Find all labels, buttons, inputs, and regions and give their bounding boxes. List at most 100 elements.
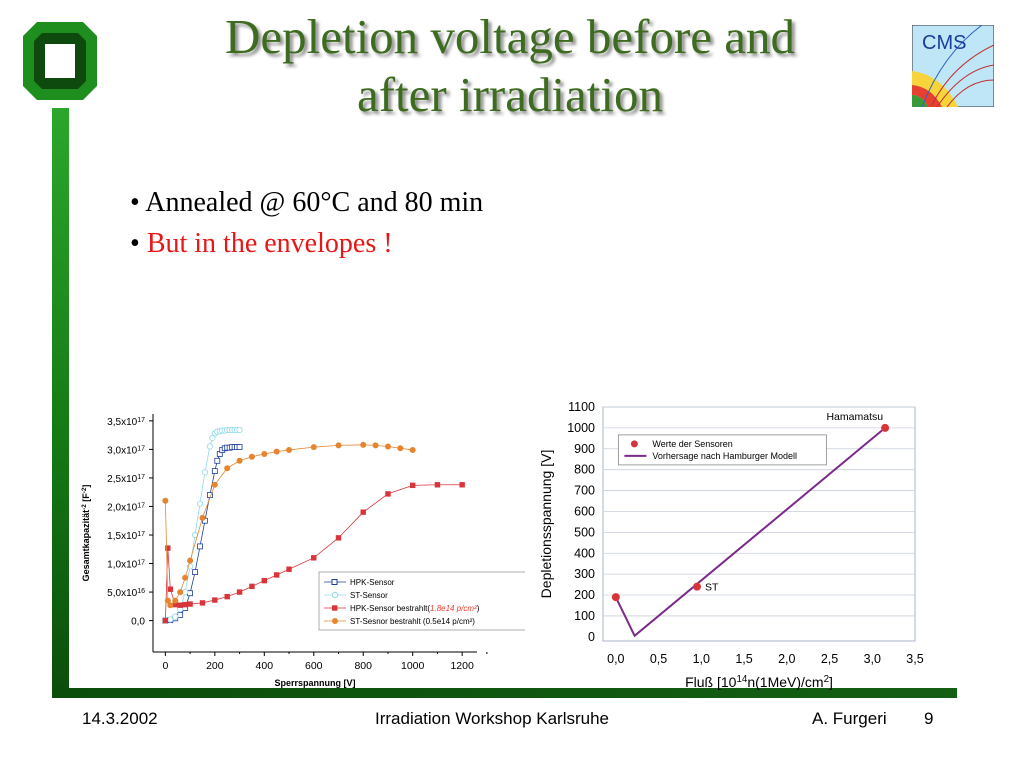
data-point: [409, 446, 416, 453]
x-axis-label: Sperrspannung [V]: [274, 678, 355, 688]
y-tick-label: 5,0x1016: [107, 588, 145, 600]
bottom-accent-bar: [52, 688, 957, 698]
series-line: [164, 444, 413, 606]
data-point: [192, 569, 198, 575]
data-point: [311, 555, 317, 561]
bullet-envelopes: • But in the envelopes !: [130, 223, 483, 264]
y-tick-label: 0,0: [131, 617, 145, 628]
y-tick-label: 1000: [567, 421, 595, 435]
data-point: [164, 597, 171, 604]
data-point: [249, 583, 255, 590]
legend-box: [617, 434, 827, 466]
bullet-annealed: • Annealed @ 60°C and 80 min: [130, 187, 484, 218]
data-point: [172, 597, 179, 604]
data-point: [434, 482, 441, 488]
legend-marker: [331, 591, 339, 599]
legend-marker: [332, 618, 338, 624]
data-point: [212, 597, 218, 603]
series-line: [165, 429, 240, 621]
left-accent-bar: [52, 108, 69, 698]
legend-label: ST-Sensor: [350, 591, 388, 600]
x-tick-label: 600: [305, 660, 323, 672]
y-tick-label: 800: [574, 463, 595, 477]
data-point: [177, 612, 184, 618]
data-point: [236, 589, 243, 595]
y-tick-label: 500: [574, 525, 595, 539]
x-tick-label: 1,0: [693, 652, 710, 666]
capacitance-chart: 0 200 400 600 800 1000 1200 0,0 5,0x1016 1,0x1017…: [81, 414, 525, 688]
x-tick-label: 400: [256, 660, 274, 672]
x-tick-label: 1200: [450, 660, 474, 672]
data-point: [165, 545, 171, 551]
y-tick-label: 3,5x1017: [107, 416, 145, 428]
y-tick-label: 100: [574, 609, 595, 623]
data-point: [182, 601, 188, 608]
x-tick-label: 2,0: [778, 652, 795, 666]
data-point: [187, 601, 193, 607]
y-tick-label: 1,5x1017: [107, 530, 145, 542]
data-point: [286, 446, 293, 453]
data-point: [384, 443, 391, 450]
data-point: [187, 557, 194, 564]
title-line-2: after irradiation: [356, 67, 664, 122]
sensor-point: [693, 582, 702, 591]
data-point: [187, 590, 193, 597]
data-point: [236, 426, 243, 434]
x-tick-label: 3,5: [906, 652, 923, 666]
data-point: [196, 500, 204, 507]
x-tick-label: 1000: [401, 660, 425, 672]
data-point: [211, 481, 218, 488]
legend-marker: [331, 579, 338, 585]
x-tick-label: 0,0: [607, 652, 624, 666]
depletion-chart: 0 100 200 300 400 500 600 700 800 900 1000 1100 0,0 0…: [538, 400, 924, 690]
data-point: [335, 535, 342, 541]
data-point: [167, 586, 174, 592]
y-tick-label: 400: [574, 546, 595, 560]
data-point: [236, 444, 243, 451]
x-tick-label: 0: [162, 660, 168, 672]
data-point: [397, 445, 404, 452]
data-point: [206, 443, 213, 450]
data-point: [211, 468, 218, 474]
data-point: [201, 469, 209, 476]
data-point: [261, 577, 267, 584]
data-point: [261, 450, 268, 457]
y-tick-label: 3,0x1017: [107, 445, 145, 457]
data-point: [177, 589, 184, 596]
data-point: [182, 588, 189, 596]
data-point: [273, 448, 280, 455]
bullet-envelopes-text: But in the envelopes !: [146, 228, 393, 259]
y-tick-label: 1100: [568, 400, 595, 414]
data-point: [360, 509, 366, 515]
y-axis-label: Gesamtkapazität-2 [F-2]: [81, 485, 92, 582]
data-point: [385, 491, 391, 497]
data-point: [248, 453, 255, 460]
cms-logo-text: CMS: [922, 32, 966, 54]
data-point: [172, 613, 179, 620]
y-tick-label: 900: [574, 442, 595, 456]
data-point: [214, 457, 221, 464]
y-tick-label: 600: [574, 504, 595, 518]
x-tick-label: 0,5: [650, 652, 667, 666]
legend-label: Werte der Sensoren: [652, 439, 732, 449]
y-tick-label: 2,0x1017: [107, 502, 145, 514]
data-point: [360, 441, 367, 448]
data-point: [335, 442, 342, 449]
y-tick-label: 2,5x1017: [107, 473, 145, 485]
data-point: [199, 514, 206, 521]
legend-label: HPK-Sensor bestrahlt(1.8e14 p/cm²): [350, 604, 480, 613]
footer-page-number: 9: [924, 709, 934, 728]
legend-label: Vorhersage nach Hamburger Modell: [652, 451, 797, 461]
x-tick-label: 3,0: [864, 652, 881, 666]
bullet-list: • Annealed @ 60°C and 80 min • But in th…: [130, 182, 483, 264]
bullet-marker: •: [130, 228, 147, 259]
sensor-point: [611, 593, 620, 602]
footer-event: Irradiation Workshop Karlsruhe: [375, 709, 610, 728]
data-point: [162, 497, 169, 504]
footer-author: A. Furgeri: [812, 709, 887, 728]
data-point: [409, 482, 416, 489]
legend-marker: [630, 440, 638, 448]
data-point: [236, 457, 243, 464]
data-point: [224, 465, 231, 472]
data-point: [167, 616, 174, 623]
